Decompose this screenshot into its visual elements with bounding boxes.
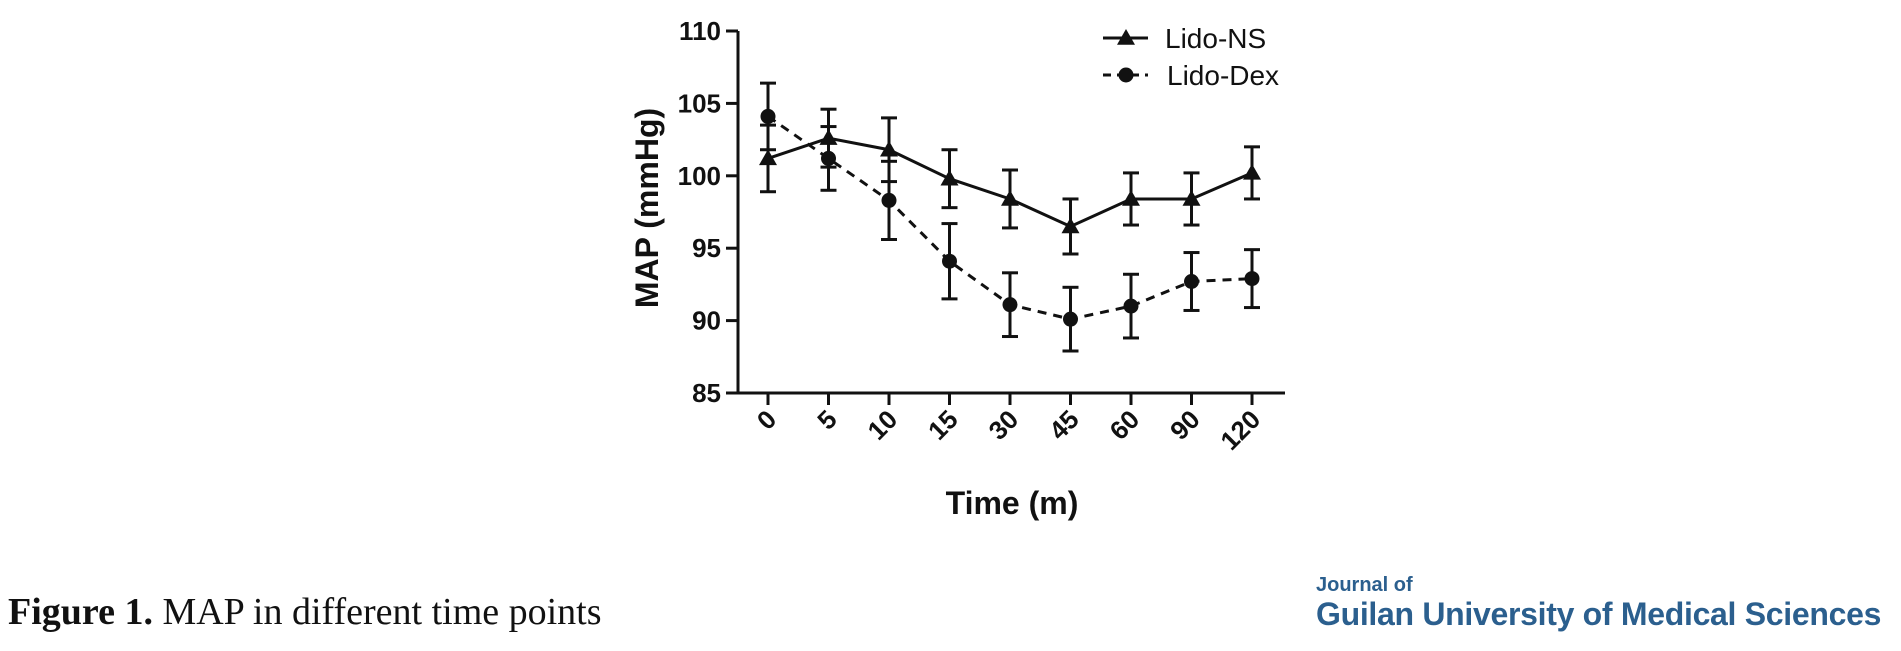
journal-logo-line1: Journal of bbox=[1316, 574, 1413, 596]
data-point bbox=[1001, 189, 1019, 206]
data-point bbox=[759, 149, 777, 166]
x-tick-label: 5 bbox=[811, 404, 842, 435]
x-tick-label: 90 bbox=[1164, 404, 1206, 446]
data-point bbox=[1061, 217, 1080, 234]
data-point bbox=[821, 150, 836, 166]
legend-marker-lido-ns bbox=[1117, 29, 1135, 45]
y-tick-label: 105 bbox=[678, 88, 721, 118]
legend: Lido-NS Lido-Dex bbox=[1103, 23, 1279, 91]
data-point bbox=[1122, 189, 1140, 206]
x-tick-label: 120 bbox=[1214, 404, 1266, 456]
y-tick-label: 95 bbox=[692, 233, 721, 263]
x-tick-label: 45 bbox=[1043, 404, 1085, 446]
y-axis-title: MAP (mmHg) bbox=[629, 108, 665, 308]
data-point bbox=[942, 253, 957, 269]
data-point bbox=[1184, 274, 1199, 290]
x-tick-label: 0 bbox=[751, 404, 782, 435]
data-point bbox=[760, 108, 776, 124]
y-tick-label: 100 bbox=[678, 161, 721, 191]
data-point bbox=[880, 140, 898, 157]
data-point bbox=[1182, 189, 1201, 206]
y-tick-label: 110 bbox=[679, 16, 721, 46]
x-axis-title: Time (m) bbox=[946, 485, 1079, 521]
series-lido-ns bbox=[759, 107, 1261, 256]
journal-logo: Journal of Guilan University of Medical … bbox=[1316, 574, 1881, 632]
legend-label-lido-ns: Lido-NS bbox=[1165, 23, 1266, 54]
x-tick-label: 30 bbox=[983, 404, 1025, 446]
y-tick-label: 85 bbox=[692, 378, 721, 408]
figure-caption-label: Figure 1. bbox=[8, 591, 153, 633]
data-point bbox=[1063, 311, 1078, 327]
data-point bbox=[940, 169, 959, 186]
x-tick-label: 10 bbox=[862, 404, 904, 446]
x-tick-label: 60 bbox=[1104, 404, 1146, 446]
x-tick-label: 15 bbox=[922, 404, 964, 446]
data-point bbox=[1123, 298, 1139, 314]
data-point bbox=[1243, 163, 1261, 180]
series-lido-dex bbox=[760, 81, 1260, 353]
figure-caption: Figure 1. MAP in different time points bbox=[8, 590, 602, 634]
series-layer bbox=[759, 81, 1261, 353]
data-point bbox=[881, 192, 897, 208]
legend-marker-lido-dex bbox=[1118, 67, 1134, 83]
data-point bbox=[1002, 297, 1018, 313]
data-point bbox=[1244, 271, 1260, 287]
y-tick-label: 90 bbox=[692, 306, 721, 336]
journal-logo-line2: Guilan University of Medical Sciences bbox=[1316, 596, 1882, 632]
x-axis-ticks: 0 5 10 15 30 45 60 90 120 bbox=[751, 393, 1266, 456]
figure-caption-text: MAP in different time points bbox=[152, 591, 602, 633]
legend-label-lido-dex: Lido-Dex bbox=[1167, 60, 1279, 91]
y-axis-ticks: 85 90 95 100 105 110 bbox=[678, 16, 738, 408]
